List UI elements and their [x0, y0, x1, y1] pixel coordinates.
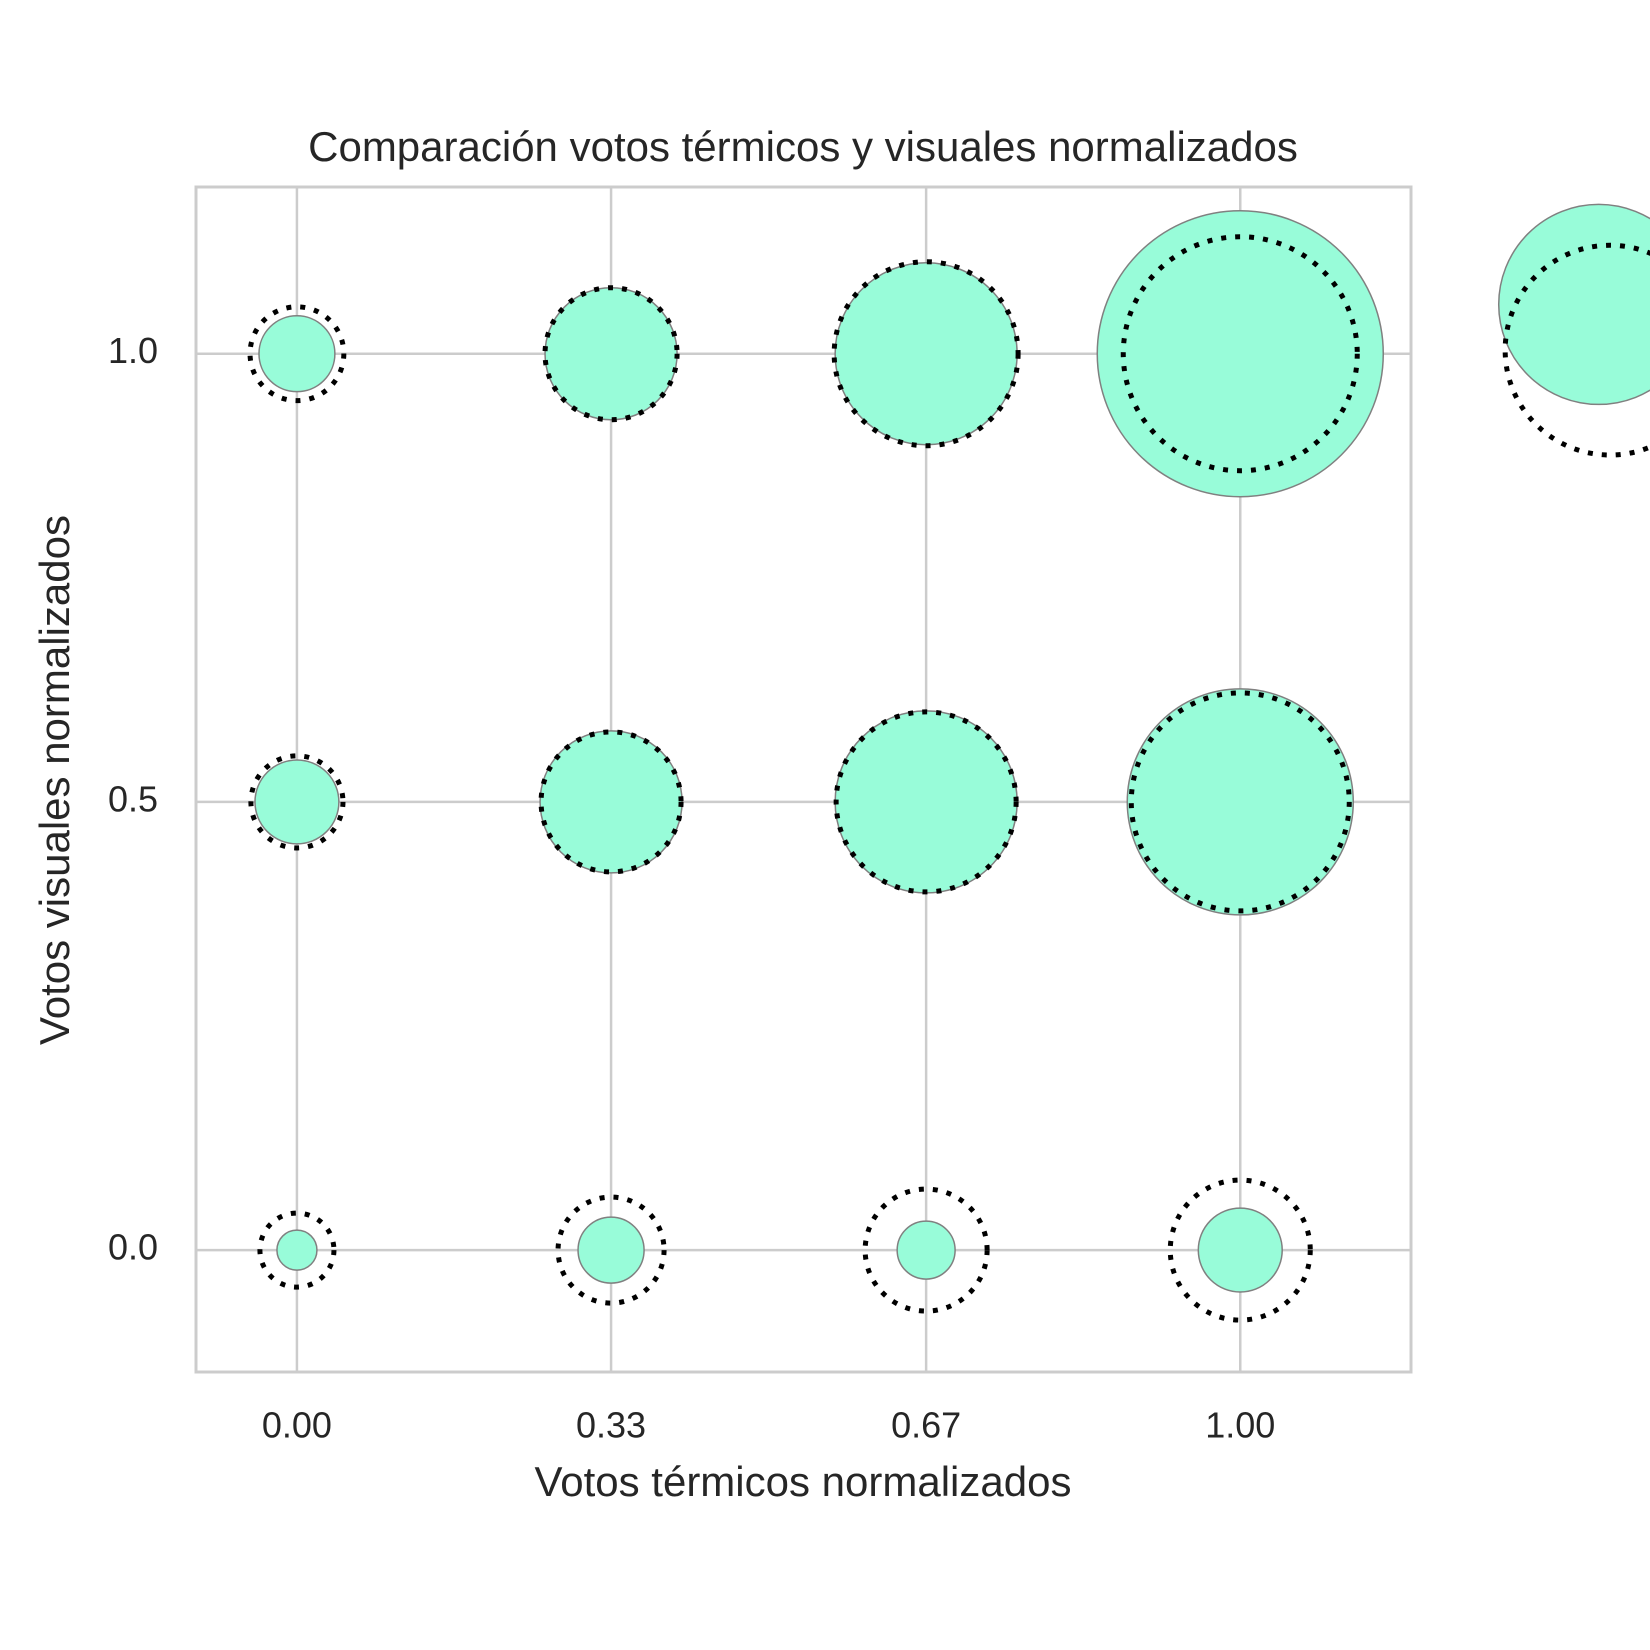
y-tick-label: 0.5: [108, 778, 158, 819]
bubble: [1502, 242, 1650, 458]
bubble: [257, 1210, 337, 1290]
bubble: [1120, 234, 1360, 474]
plot-frame: [194, 185, 1413, 1374]
y-axis-label: Votos visuales normalizados: [31, 515, 78, 1045]
y-tick-label: 0.0: [108, 1227, 158, 1268]
bubble: [1126, 688, 1355, 916]
bubble: [248, 753, 346, 851]
bubble: [862, 1186, 990, 1314]
bubble: [896, 1220, 956, 1280]
bubble: [258, 315, 336, 393]
bubble: [254, 759, 340, 845]
x-tick-label: 0.33: [576, 1405, 646, 1446]
x-tick-label: 0.00: [262, 1405, 332, 1446]
x-tick-label: 1.00: [1205, 1405, 1275, 1446]
bubble: [276, 1229, 318, 1271]
chart-title: Comparación votos térmicos y visuales no…: [308, 123, 1298, 170]
x-tick-label: 0.67: [891, 1405, 961, 1446]
bubble: [538, 729, 684, 875]
y-tick-label: 1.0: [108, 330, 158, 371]
bubble: [1197, 1207, 1283, 1293]
bubble: [1128, 690, 1352, 914]
bubble: [577, 1216, 645, 1284]
bubble: [833, 709, 1019, 895]
bubble: [247, 304, 347, 404]
bubble: [539, 730, 683, 874]
bubble: [542, 285, 680, 423]
bubble: [555, 1194, 667, 1306]
bubble: [1498, 203, 1650, 406]
bubble: [831, 259, 1021, 449]
bubble: [1167, 1177, 1313, 1323]
x-axis-label: Votos térmicos normalizados: [535, 1458, 1072, 1505]
bubble: [1096, 209, 1385, 498]
